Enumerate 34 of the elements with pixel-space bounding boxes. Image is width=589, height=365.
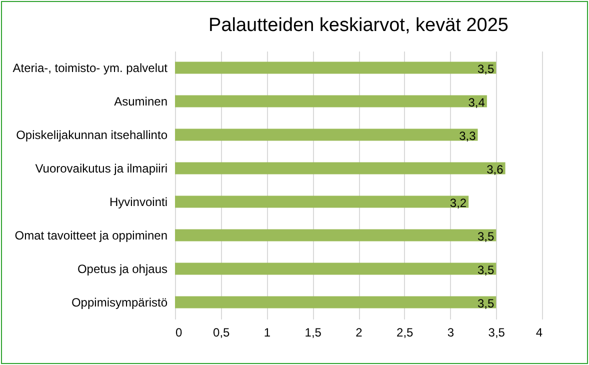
data-label: 3,5 (477, 62, 494, 76)
bar (175, 296, 496, 308)
data-label: 3,3 (459, 128, 476, 143)
data-label: 3,2 (450, 196, 467, 210)
y-tick-label: Ateria-, toimisto- ym. palvelut (12, 60, 168, 75)
bar (175, 95, 487, 108)
data-label: 3,6 (486, 162, 504, 176)
x-tick-label: 2,5 (396, 326, 414, 340)
data-label: 3,5 (477, 262, 494, 277)
bar (175, 196, 469, 208)
x-tick-label: 0 (176, 326, 182, 340)
y-tick-label: Opetus ja ohjaus (77, 262, 168, 276)
x-tick-label: 2 (356, 326, 363, 340)
chart-title: Palautteiden keskiarvot, kevät 2025 (208, 15, 508, 36)
bar (175, 162, 506, 174)
y-tick-label: Hyvinvointi (109, 194, 168, 209)
x-tick-label: 0,5 (213, 326, 230, 340)
data-label: 3,5 (477, 229, 494, 244)
y-tick-label: Opiskelijakunnan itsehallinto (16, 128, 168, 142)
x-tick-label: 3 (447, 326, 454, 340)
y-tick-label: Oppimisympäristö (71, 295, 168, 310)
data-label: 3,4 (468, 95, 486, 110)
y-tick-label: Omat tavoitteet ja oppiminen (14, 228, 168, 242)
x-tick-label: 1,5 (304, 326, 322, 340)
bar (175, 229, 496, 242)
y-tick-label: Vuorovaikutus ja ilmapiiri (35, 161, 168, 176)
bar (175, 262, 496, 275)
y-tick-label: Asuminen (114, 94, 168, 108)
data-label: 3,5 (477, 296, 494, 310)
x-tick-label: 3,5 (488, 326, 506, 340)
bar (175, 62, 496, 74)
bar (175, 128, 478, 141)
x-tick-label: 1 (264, 326, 271, 340)
x-tick-label: 4 (536, 326, 543, 340)
